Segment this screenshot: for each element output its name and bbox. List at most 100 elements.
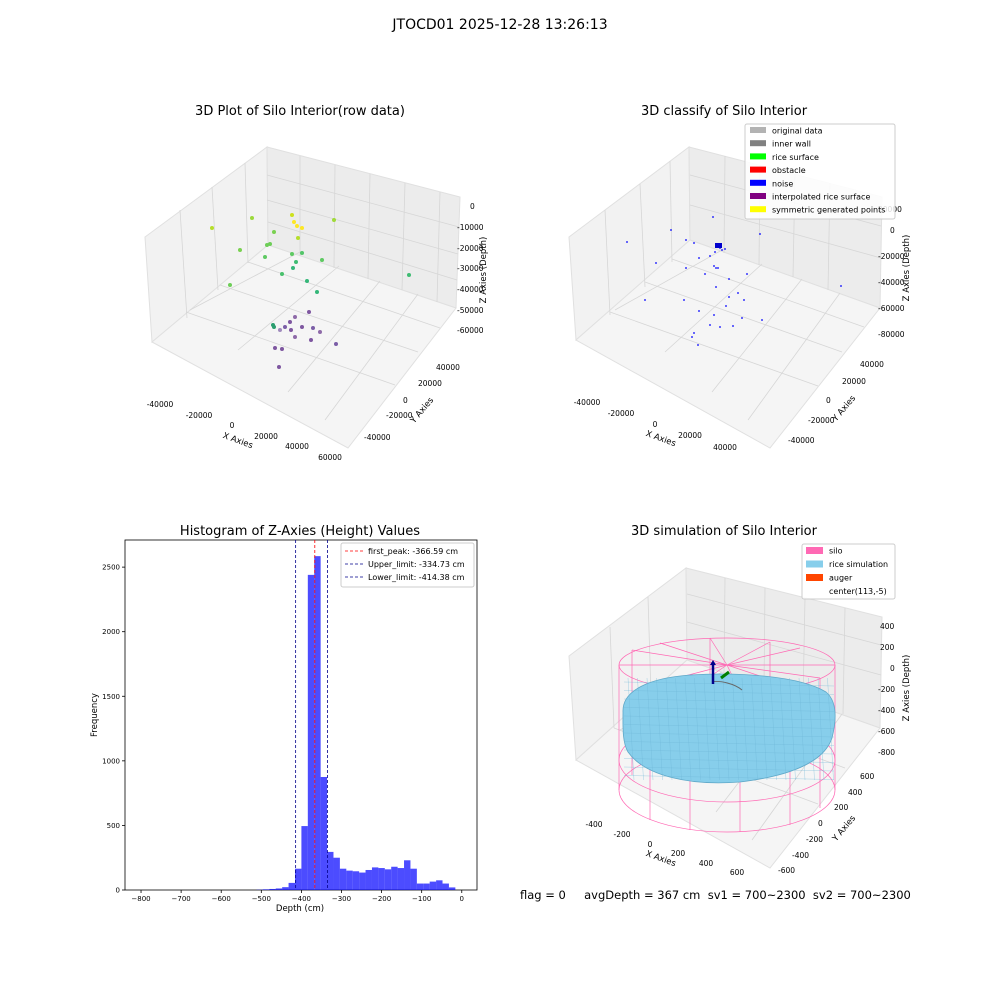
rice-mesh-line (656, 677, 663, 781)
p1-scatter-point (296, 236, 300, 240)
p2-ztick: -40000 (878, 278, 905, 287)
panel3-histogram: −800 −700 −600 −500 −400 −300 −200 −100 0 0 500 10… (90, 539, 478, 914)
p4-legend-swatch (806, 560, 823, 568)
p4-ytick: 200 (834, 803, 849, 812)
p2-legend-swatch (750, 153, 766, 160)
histogram-bar (378, 868, 385, 890)
rice-mesh-line (623, 766, 835, 772)
p1-ztick: -40000 (457, 285, 484, 294)
rice-mesh-line (665, 677, 673, 781)
p1-scatter-point (318, 330, 322, 334)
histogram-ytick-label: 1000 (102, 757, 120, 765)
p2-legend-label: obstacle (772, 166, 806, 175)
panel2-3d-plot: -40000 -20000 0 20000 40000 -40000 -2000… (568, 123, 912, 452)
p1-scatter-point (315, 290, 319, 294)
p4-legend-label: auger (829, 574, 853, 583)
rice-mesh-line (722, 677, 730, 781)
p1-scatter-point (293, 335, 297, 339)
p1-scatter-point (334, 342, 338, 346)
p2-noise-point (746, 273, 748, 275)
histogram-bar (269, 888, 276, 890)
p4-legend-label: rice simulation (829, 560, 888, 569)
histogram-xtick-label: 0 (460, 895, 464, 903)
p1-scatter-point (300, 226, 304, 230)
p2-noise-point (728, 278, 730, 280)
p1-scatter-point (407, 273, 411, 277)
p2-legend-swatch (750, 166, 766, 173)
p2-noise-point (670, 229, 672, 231)
p4-ztick: -200 (878, 685, 895, 694)
histogram-ytick-label: 2500 (102, 564, 120, 572)
p4-ztick: 400 (880, 622, 895, 631)
p2-ztick: 0 (890, 226, 895, 235)
p1-xtick: 60000 (318, 453, 342, 462)
rice-mesh-line (827, 677, 834, 781)
histogram-bar (371, 867, 379, 890)
p4-legend-label: silo (829, 547, 843, 556)
figure-title: JTOCD01 2025-12-28 13:26:13 (392, 17, 608, 33)
p2-noise-point (725, 305, 727, 307)
histogram-bar (288, 882, 295, 890)
histogram-bar (294, 868, 302, 890)
p1-xtick: -40000 (147, 400, 174, 409)
p2-legend-label: original data (772, 127, 823, 136)
p2-noise-point (697, 344, 699, 346)
rice-mesh-line (623, 707, 835, 712)
p2-noise-point (713, 314, 715, 316)
p2-noise-point (693, 242, 695, 244)
p2-xlabel: X Axies (644, 429, 677, 449)
p2-noise-point (709, 255, 711, 257)
rice-mesh-line (808, 677, 815, 781)
p2-ztick: -80000 (878, 330, 905, 339)
histogram-axes-frame (124, 539, 478, 891)
p1-ztick: -10000 (457, 223, 484, 232)
histogram-bar (365, 869, 372, 890)
p2-noise-point (683, 299, 685, 301)
panel4-title: 3D simulation of Silo Interior (631, 524, 817, 539)
p2-noise-cluster (715, 243, 722, 248)
p2-xtick: 20000 (678, 431, 702, 440)
p2-noise-point (713, 265, 715, 267)
p2-noise-point (626, 241, 628, 243)
p1-scatter-point (277, 365, 281, 369)
p1-scatter-point (300, 325, 304, 329)
p4-xtick: -400 (585, 820, 602, 829)
rice-mesh-line (646, 677, 654, 781)
p1-ytick: -20000 (386, 411, 413, 420)
p4-ztick: -600 (878, 727, 895, 736)
rice-mesh-line (623, 758, 835, 763)
p4-legend-swatch (806, 547, 823, 554)
p4-ylabel: Y Axies (830, 813, 858, 844)
p1-ytick: 20000 (418, 379, 442, 388)
p4-ztick: 200 (880, 643, 895, 652)
histogram-bar (275, 888, 283, 890)
p4-ytick: 600 (860, 772, 875, 781)
p1-scatter-point (250, 216, 254, 220)
p1-scatter-point (210, 226, 214, 230)
p1-scatter-point (295, 224, 299, 228)
histogram-bar (397, 868, 405, 890)
histogram-bar (301, 826, 308, 890)
p2-ytick: -40000 (788, 436, 815, 445)
rice-mesh-line (770, 677, 777, 781)
histogram-legend-label: Upper_limit: -334.73 cm (368, 560, 465, 569)
p1-scatter-point (280, 347, 284, 351)
panel1-title: 3D Plot of Silo Interior(row data) (195, 104, 405, 119)
rice-mesh-line (623, 715, 835, 721)
histogram-bar (391, 866, 398, 890)
rice-mesh-line (684, 677, 692, 781)
p1-xtick: -20000 (186, 411, 213, 420)
p2-noise-point (714, 251, 716, 253)
p2-ylabel: Y Axies (830, 393, 858, 424)
p1-scatter-point (288, 320, 292, 324)
histogram-bar (333, 857, 340, 890)
status-readout: flag = 0 avgDepth = 367 cm sv1 = 700~230… (520, 888, 911, 902)
p1-scatter-point (228, 283, 232, 287)
histogram-bar (346, 870, 353, 890)
p2-noise-point (732, 325, 734, 327)
panel1-3d-plot: -40000 -20000 0 20000 40000 60000 -40000… (144, 146, 489, 462)
p4-legend-label: center(113,-5) (829, 587, 887, 596)
p4-ytick: -400 (792, 851, 809, 860)
histogram-bar (429, 881, 437, 890)
histogram-bar (436, 880, 443, 890)
